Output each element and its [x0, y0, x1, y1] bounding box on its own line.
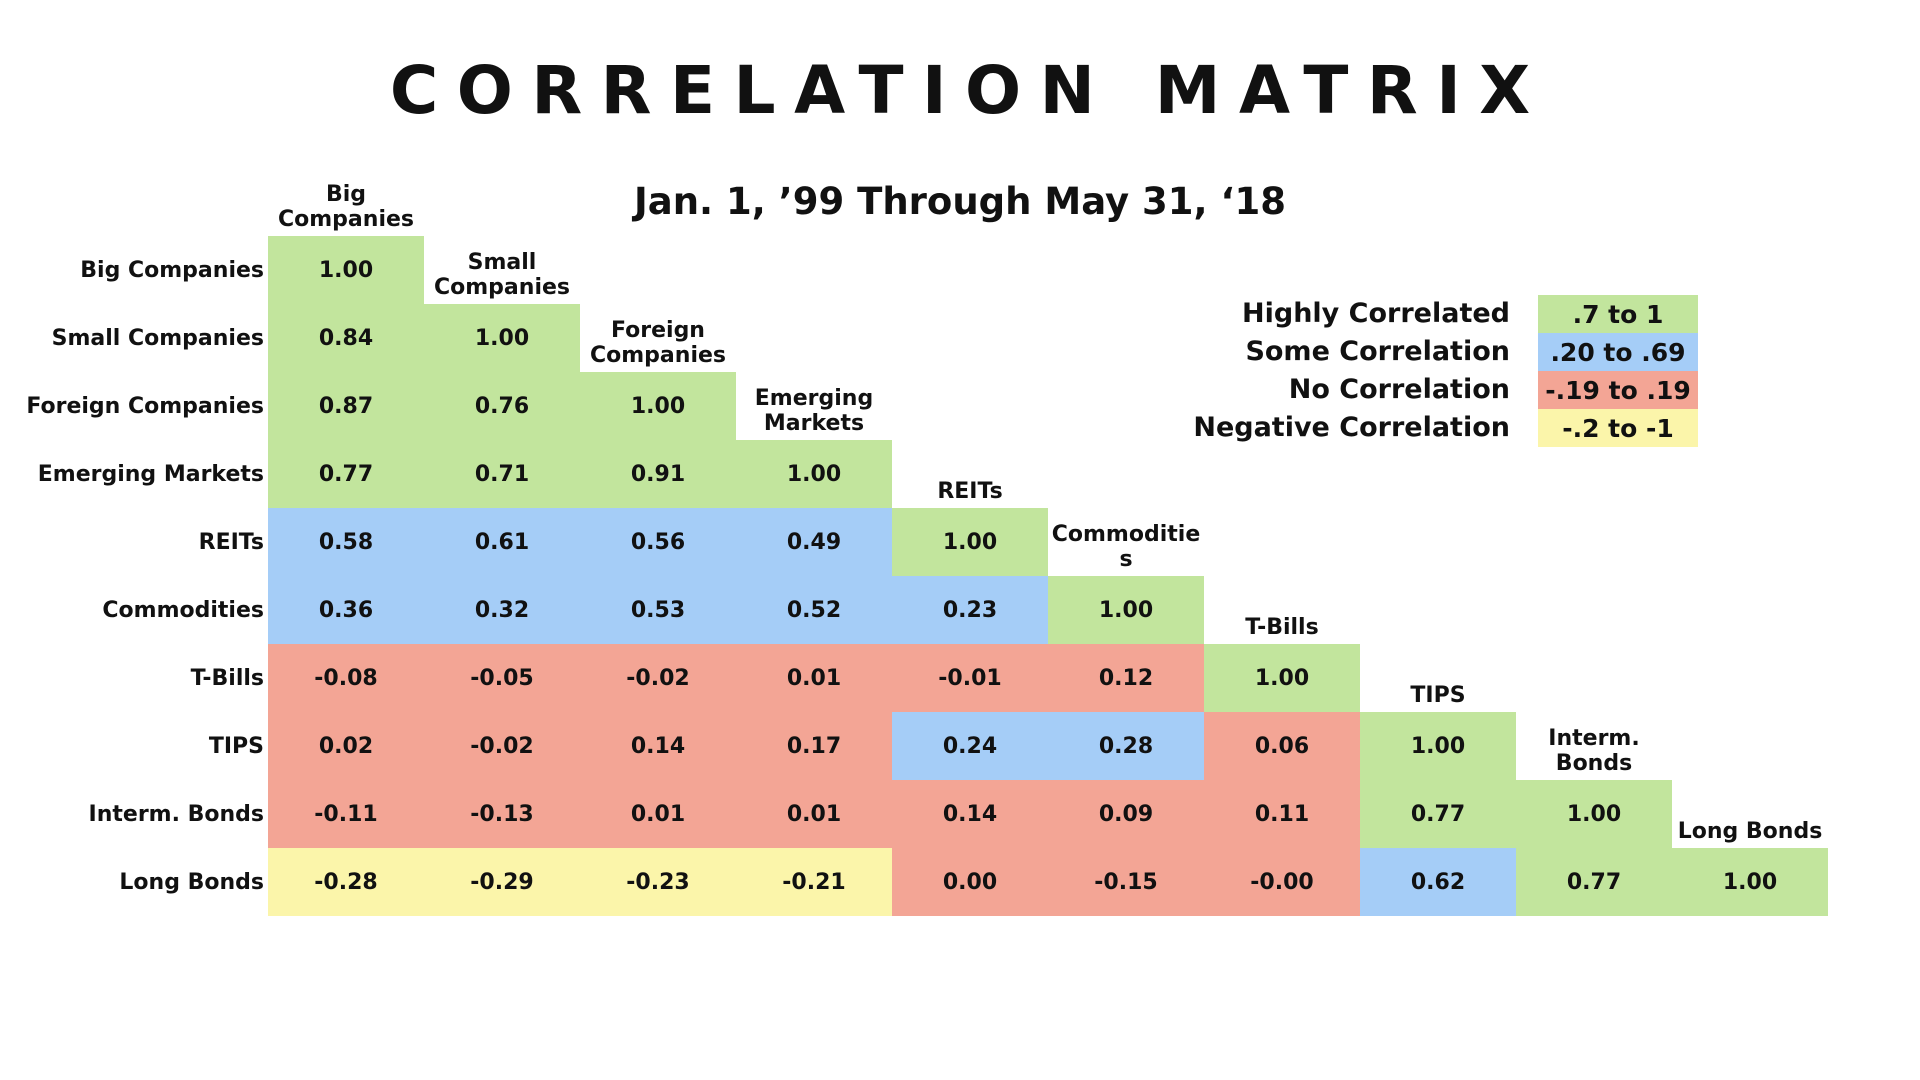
row-label-reits: REITs	[198, 529, 264, 555]
legend-label-no-correlation: No Correlation	[1288, 374, 1510, 405]
legend-label-some-correlation: Some Correlation	[1245, 336, 1510, 367]
cell-interm-bonds-interm-bonds: 1.00	[1516, 780, 1672, 848]
legend-swatch-no-correlation: -.19 to .19	[1538, 371, 1698, 409]
legend-label-negative-correlation: Negative Correlation	[1193, 412, 1510, 443]
cell-interm-bonds-tips: 0.77	[1360, 780, 1516, 848]
cell-long-bonds-tips: 0.62	[1360, 848, 1516, 916]
cell-emerging-markets-foreign-companies: 0.91	[580, 440, 736, 508]
row-label-long-bonds: Long Bonds	[119, 869, 264, 895]
row-label-tips: TIPS	[208, 733, 264, 759]
cell-foreign-companies-small-companies: 0.76	[424, 372, 580, 440]
cell-commodities-foreign-companies: 0.53	[580, 576, 736, 644]
column-label-long-bonds: Long Bonds	[1677, 819, 1823, 844]
row-label-commodities: Commodities	[102, 597, 264, 623]
column-label-reits: REITs	[937, 479, 1003, 504]
column-label-big-companies: Big Companies	[278, 182, 414, 232]
cell-foreign-companies-foreign-companies: 1.00	[580, 372, 736, 440]
cell-interm-bonds-big-companies: -0.11	[268, 780, 424, 848]
cell-interm-bonds-commodities: 0.09	[1048, 780, 1204, 848]
cell-long-bonds-foreign-companies: -0.23	[580, 848, 736, 916]
cell-long-bonds-big-companies: -0.28	[268, 848, 424, 916]
row-label-emerging-markets: Emerging Markets	[37, 461, 264, 487]
column-label-interm-bonds: Interm. Bonds	[1548, 726, 1640, 776]
cell-long-bonds-small-companies: -0.29	[424, 848, 580, 916]
cell-reits-emerging-markets: 0.49	[736, 508, 892, 576]
row-label-interm-bonds: Interm. Bonds	[88, 801, 264, 827]
cell-tips-small-companies: -0.02	[424, 712, 580, 780]
cell-commodities-small-companies: 0.32	[424, 576, 580, 644]
cell-tips-commodities: 0.28	[1048, 712, 1204, 780]
cell-interm-bonds-small-companies: -0.13	[424, 780, 580, 848]
chart-subtitle: Jan. 1, ’99 Through May 31, ‘18	[633, 180, 1287, 223]
cell-tips-tips: 1.00	[1360, 712, 1516, 780]
cell-t-bills-reits: -0.01	[892, 644, 1048, 712]
cell-commodities-big-companies: 0.36	[268, 576, 424, 644]
column-label-foreign-companies: Foreign Companies	[590, 318, 726, 368]
legend-swatch-negative-correlation: -.2 to -1	[1538, 409, 1698, 447]
cell-emerging-markets-big-companies: 0.77	[268, 440, 424, 508]
row-label-foreign-companies: Foreign Companies	[26, 393, 264, 419]
column-label-small-companies: Small Companies	[434, 250, 570, 300]
cell-long-bonds-t-bills: -0.00	[1204, 848, 1360, 916]
cell-tips-foreign-companies: 0.14	[580, 712, 736, 780]
cell-foreign-companies-big-companies: 0.87	[268, 372, 424, 440]
cell-t-bills-foreign-companies: -0.02	[580, 644, 736, 712]
cell-long-bonds-commodities: -0.15	[1048, 848, 1204, 916]
cell-long-bonds-reits: 0.00	[892, 848, 1048, 916]
cell-emerging-markets-emerging-markets: 1.00	[736, 440, 892, 508]
cell-commodities-reits: 0.23	[892, 576, 1048, 644]
legend-label-highly-correlated: Highly Correlated	[1242, 298, 1510, 329]
cell-interm-bonds-reits: 0.14	[892, 780, 1048, 848]
cell-t-bills-t-bills: 1.00	[1204, 644, 1360, 712]
row-label-big-companies: Big Companies	[80, 257, 264, 283]
cell-long-bonds-interm-bonds: 0.77	[1516, 848, 1672, 916]
cell-interm-bonds-t-bills: 0.11	[1204, 780, 1360, 848]
cell-reits-reits: 1.00	[892, 508, 1048, 576]
cell-commodities-emerging-markets: 0.52	[736, 576, 892, 644]
cell-emerging-markets-small-companies: 0.71	[424, 440, 580, 508]
chart-title: CORRELATION MATRIX	[389, 52, 1549, 129]
cell-interm-bonds-foreign-companies: 0.01	[580, 780, 736, 848]
cell-tips-reits: 0.24	[892, 712, 1048, 780]
cell-long-bonds-emerging-markets: -0.21	[736, 848, 892, 916]
cell-small-companies-big-companies: 0.84	[268, 304, 424, 372]
column-label-emerging-markets: Emerging Markets	[754, 386, 874, 436]
row-label-small-companies: Small Companies	[51, 325, 264, 351]
column-label-t-bills: T-Bills	[1245, 615, 1319, 640]
cell-t-bills-big-companies: -0.08	[268, 644, 424, 712]
cell-t-bills-commodities: 0.12	[1048, 644, 1204, 712]
cell-big-companies-big-companies: 1.00	[268, 236, 424, 304]
cell-reits-foreign-companies: 0.56	[580, 508, 736, 576]
cell-interm-bonds-emerging-markets: 0.01	[736, 780, 892, 848]
cell-commodities-commodities: 1.00	[1048, 576, 1204, 644]
row-label-t-bills: T-Bills	[190, 665, 264, 691]
cell-tips-big-companies: 0.02	[268, 712, 424, 780]
cell-tips-emerging-markets: 0.17	[736, 712, 892, 780]
column-label-tips: TIPS	[1410, 683, 1466, 708]
cell-t-bills-emerging-markets: 0.01	[736, 644, 892, 712]
cell-long-bonds-long-bonds: 1.00	[1672, 848, 1828, 916]
cell-reits-big-companies: 0.58	[268, 508, 424, 576]
cell-tips-t-bills: 0.06	[1204, 712, 1360, 780]
legend-swatch-highly-correlated: .7 to 1	[1538, 295, 1698, 333]
column-label-commoditie-s: Commoditie s	[1051, 522, 1201, 572]
legend-swatch-some-correlation: .20 to .69	[1538, 333, 1698, 371]
cell-reits-small-companies: 0.61	[424, 508, 580, 576]
cell-t-bills-small-companies: -0.05	[424, 644, 580, 712]
cell-small-companies-small-companies: 1.00	[424, 304, 580, 372]
